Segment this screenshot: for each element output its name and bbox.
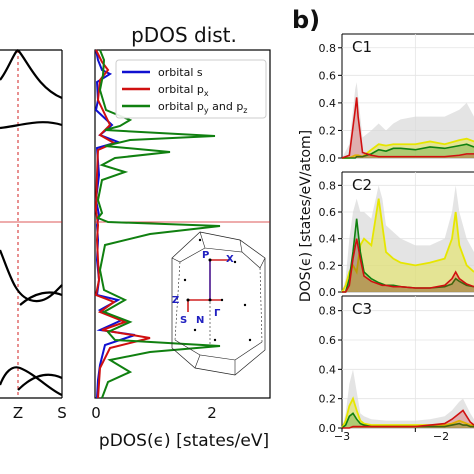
pdos-legend: orbital s orbital px orbital py and pz xyxy=(115,59,267,119)
pdos-xlabel: pDOS(ϵ) [states/eV] xyxy=(99,431,269,451)
bz-point xyxy=(213,338,217,342)
bz-label: Z xyxy=(172,295,179,306)
dos-series-red-line xyxy=(342,409,474,429)
bz-symmetry-path xyxy=(187,259,230,312)
bz-point xyxy=(193,328,197,332)
pdos-series-px xyxy=(94,49,151,399)
dos-ytick-label: 0.8 xyxy=(319,42,337,55)
band-curve xyxy=(17,49,63,100)
bz-hidden-edge xyxy=(174,261,181,341)
bz-label: P xyxy=(202,250,209,261)
bz-point xyxy=(183,278,187,282)
dos-ytick-label: 0.2 xyxy=(319,393,337,406)
dos-series-red-fill xyxy=(342,238,474,292)
bz-label: S xyxy=(180,315,187,326)
pdos-xtick-label: 0 xyxy=(91,404,101,422)
bz-edges-top xyxy=(171,231,266,269)
dos-series-yellow-line xyxy=(341,396,474,429)
legend-box xyxy=(115,59,267,119)
dos-ytick-label: 0.8 xyxy=(319,305,337,318)
dos-ytick-label: 0.0 xyxy=(319,152,337,165)
dos-subplot-label: C1 xyxy=(352,38,372,56)
dos-series-red-fill xyxy=(342,97,474,158)
band-curve xyxy=(0,121,63,130)
dos-series-yellow-line xyxy=(342,137,474,159)
dos-series-green-fill xyxy=(342,218,474,292)
dos-ytick-label: 0.6 xyxy=(319,206,337,219)
dos-ytick-label: 0.8 xyxy=(319,179,337,192)
legend-label-pyz: orbital py and pz xyxy=(158,100,248,115)
dos-series-red-line xyxy=(341,97,474,159)
band-curve xyxy=(17,373,63,391)
bz-point xyxy=(248,338,252,342)
bz-label: N xyxy=(196,315,204,326)
dos-ytick-label: 0.2 xyxy=(319,259,337,272)
dos-series-red-line xyxy=(342,238,474,293)
dos-series-yellow-line xyxy=(341,198,474,293)
dos-subplot-label: C3 xyxy=(352,300,372,318)
band-curve xyxy=(19,291,63,306)
dos-ytick-label: 0.6 xyxy=(319,334,337,347)
panel-b-xtick-label: −3 xyxy=(334,430,350,443)
bz-point xyxy=(220,298,224,302)
brillouin-zone-inset: P X Z S N Γ xyxy=(171,231,266,376)
bz-point xyxy=(233,260,237,264)
panel-b-label: b) xyxy=(292,6,320,34)
dos-series-grey-fill xyxy=(342,185,474,292)
bz-label: X xyxy=(226,254,234,265)
dos-subplots: 0.0 0.2 0.4 0.6 0.8 C1 0.0 0.2 0.4 0.6 0.8 C2 0.0 0.2… xyxy=(319,33,474,435)
bz-point xyxy=(198,238,202,242)
bz-outline xyxy=(171,231,266,376)
bz-point xyxy=(186,298,190,302)
pdos-panel: pDOS dist. 0 2 pDOS(ϵ) [states/eV] orbit… xyxy=(91,23,271,451)
panel-b-ylabel: DOS(ϵ) [states/eV/atom] xyxy=(298,130,314,302)
bz-point xyxy=(208,258,212,262)
bz-hidden-edge xyxy=(259,267,263,343)
dos-ytick-label: 0.0 xyxy=(319,422,337,435)
legend-label-px: orbital px xyxy=(158,83,209,98)
panel-b-xtick-label: −2 xyxy=(433,430,449,443)
dos-ytick-label: 0.4 xyxy=(319,97,337,110)
bz-label: Γ xyxy=(214,308,221,319)
dos-series-green-line xyxy=(342,143,474,159)
band-kpoint-label: S xyxy=(57,404,67,422)
pdos-series-pyz xyxy=(96,49,221,399)
legend-label-s: orbital s xyxy=(158,66,203,79)
bz-point xyxy=(208,298,212,302)
dos-series-grey-fill xyxy=(342,82,474,158)
band-structure-panel: Z S xyxy=(0,49,67,422)
dos-ytick-label: 0.4 xyxy=(319,363,337,376)
pdos-axes-frame xyxy=(94,49,271,399)
bz-edges-bottom xyxy=(174,339,263,375)
pdos-xtick-label: 2 xyxy=(207,404,217,422)
dos-ytick-label: 0.2 xyxy=(319,124,337,137)
dos-ytick-label: 0.6 xyxy=(319,69,337,82)
dos-series-green-fill xyxy=(342,144,474,158)
band-kpoint-label: Z xyxy=(13,404,23,422)
pdos-title: pDOS dist. xyxy=(131,23,237,47)
bz-point xyxy=(243,303,247,307)
band-curve xyxy=(0,366,63,397)
dos-ytick-label: 0.0 xyxy=(319,286,337,299)
dos-series-red-fill xyxy=(342,410,474,428)
band-curve xyxy=(0,49,19,81)
dos-ytick-label: 0.4 xyxy=(319,233,337,246)
dos-series-yellow-fill xyxy=(342,398,474,428)
panel-b: b) DOS(ϵ) [states/eV/atom] 0.00.20.40.60… xyxy=(292,6,474,443)
dos-subplot-label: C2 xyxy=(352,176,372,194)
